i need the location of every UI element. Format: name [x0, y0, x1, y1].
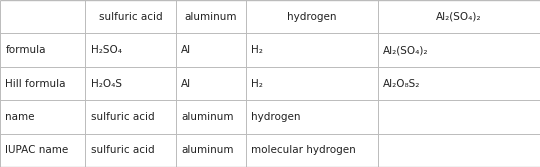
Text: aluminum: aluminum [181, 145, 233, 155]
Text: aluminum: aluminum [181, 112, 233, 122]
Text: molecular hydrogen: molecular hydrogen [251, 145, 356, 155]
Text: hydrogen: hydrogen [251, 112, 301, 122]
Text: sulfuric acid: sulfuric acid [99, 12, 162, 22]
Text: aluminum: aluminum [184, 12, 237, 22]
Text: name: name [5, 112, 35, 122]
Text: Al₂(SO₄)₂: Al₂(SO₄)₂ [436, 12, 482, 22]
Text: H₂SO₄: H₂SO₄ [91, 45, 122, 55]
Text: formula: formula [5, 45, 46, 55]
Text: hydrogen: hydrogen [287, 12, 336, 22]
Text: H₂: H₂ [251, 45, 263, 55]
Text: H₂: H₂ [251, 78, 263, 89]
Text: Hill formula: Hill formula [5, 78, 66, 89]
Text: sulfuric acid: sulfuric acid [91, 112, 154, 122]
Text: Al₂O₈S₂: Al₂O₈S₂ [383, 78, 421, 89]
Text: Al₂(SO₄)₂: Al₂(SO₄)₂ [383, 45, 429, 55]
Text: Al: Al [181, 78, 191, 89]
Text: sulfuric acid: sulfuric acid [91, 145, 154, 155]
Text: Al: Al [181, 45, 191, 55]
Text: IUPAC name: IUPAC name [5, 145, 69, 155]
Text: H₂O₄S: H₂O₄S [91, 78, 122, 89]
